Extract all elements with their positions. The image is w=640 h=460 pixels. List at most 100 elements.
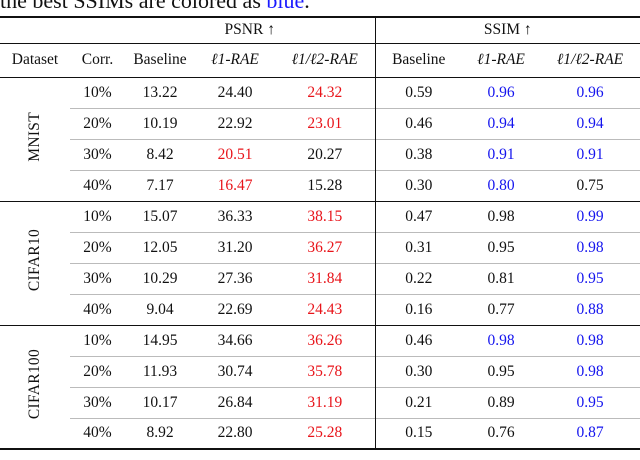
- ssim-l1l2-cell: 0.88: [540, 293, 640, 325]
- psnr-l1l2-cell: 35.78: [275, 355, 375, 387]
- psnr-l1l2-cell: 24.32: [307, 83, 343, 101]
- col-header-psnr-baseline: Baseline: [125, 42, 195, 78]
- psnr-baseline-cell: 15.07: [125, 200, 195, 232]
- col-header-psnr-l1: ℓ1-RAE: [195, 42, 275, 78]
- caption-highlight: blue: [266, 0, 305, 13]
- ssim-baseline-cell: 0.15: [374, 417, 462, 450]
- ssim-l1l2-cell: 0.94: [540, 107, 640, 139]
- corruption-cell: 30%: [70, 386, 125, 418]
- dataset-label: CIFAR100: [26, 349, 43, 420]
- psnr-baseline-cell: 8.42: [125, 138, 195, 170]
- psnr-l1-cell: 31.20: [195, 231, 275, 263]
- ssim-l1-cell: 0.80: [462, 169, 540, 201]
- ssim-l1-cell: 0.81: [462, 262, 540, 294]
- table-row: CIFAR100 10% 14.95 34.66 36.26 0.46 0.98 0.98: [0, 324, 640, 450]
- corruption-cell: 10%: [70, 200, 125, 232]
- ssim-l1-cell: 0.94: [462, 107, 540, 139]
- psnr-l1l2-cell: 25.28: [275, 417, 375, 450]
- dataset-label: MNIST: [26, 111, 43, 162]
- psnr-l1l2-cell: 36.27: [275, 231, 375, 263]
- ssim-l1-cell: 0.95: [462, 355, 540, 387]
- dataset-label: CIFAR10: [26, 229, 43, 292]
- ssim-baseline-cell: 0.30: [374, 355, 462, 387]
- col-header-ssim-l1: ℓ1-RAE: [462, 42, 540, 78]
- psnr-l1-cell: 26.84: [195, 386, 275, 418]
- dataset-cell: MNIST: [0, 77, 70, 201]
- ssim-l1-cell: 0.98: [462, 324, 540, 356]
- ssim-l1l2-cell: 0.96: [576, 83, 604, 101]
- psnr-l1l2-cell: 23.01: [275, 107, 375, 139]
- psnr-baseline-cell: 14.95: [125, 324, 195, 356]
- table-row: 30% 10.29 27.36 31.84 0.22 0.81 0.95: [0, 262, 640, 294]
- table-row: MNIST 10% 13.22 24.40 24.32 0.59 0.96 0.96: [0, 77, 640, 161]
- table-row: CIFAR10 10% 15.07 36.33 38.15 0.47 0.98 0.99: [0, 200, 640, 325]
- psnr-baseline-cell: 7.17: [125, 169, 195, 201]
- ssim-baseline-cell: 0.31: [374, 231, 462, 263]
- ssim-l1l2-cell: 0.98: [540, 355, 640, 387]
- corruption-cell: 40%: [70, 293, 125, 325]
- ssim-l1l2-cell: 0.99: [540, 200, 640, 232]
- dataset-cell: CIFAR100: [0, 324, 70, 450]
- corruption-cell: 40%: [70, 417, 125, 450]
- psnr-l1-cell: 16.47: [195, 169, 275, 201]
- ssim-l1l2-cell: 0.98: [540, 324, 640, 356]
- header-spacer: [0, 16, 125, 43]
- psnr-l1l2-cell: 36.26: [275, 324, 375, 356]
- ssim-l1-cell: 0.95: [462, 231, 540, 263]
- psnr-baseline-cell: 10.19: [125, 107, 195, 139]
- col-header-ssim-l1l2: ℓ1/ℓ2-RAE: [540, 42, 640, 78]
- ssim-baseline-cell: 0.30: [374, 169, 462, 201]
- ssim-l1l2-cell: 0.87: [540, 417, 640, 450]
- corruption-cell: 30%: [70, 138, 125, 170]
- psnr-l1-cell: 24.40: [217, 83, 253, 101]
- col-header-corr: Corr.: [70, 42, 125, 78]
- table-row: 30% 8.42 20.51 20.27 0.38 0.91 0.91: [0, 138, 640, 170]
- col-header-dataset: Dataset: [0, 42, 70, 78]
- table-row: 40% 9.04 22.69 24.43 0.16 0.77 0.88: [0, 293, 640, 325]
- psnr-l1-cell: 22.80: [195, 417, 275, 450]
- ssim-baseline-cell: 0.16: [374, 293, 462, 325]
- ssim-baseline-cell: 0.22: [374, 262, 462, 294]
- corruption-cell: 30%: [70, 262, 125, 294]
- psnr-l1l2-cell: 31.19: [275, 386, 375, 418]
- ssim-baseline-cell: 0.59: [374, 77, 462, 108]
- ssim-baseline-cell: 0.38: [374, 138, 462, 170]
- ssim-baseline-cell: 0.47: [374, 200, 462, 232]
- psnr-l1-cell: 27.36: [195, 262, 275, 294]
- results-table: PSNR ↑ SSIM ↑ Dataset Corr. Baseline ℓ1-…: [0, 16, 640, 450]
- psnr-l1-cell: 36.33: [195, 200, 275, 232]
- ssim-l1-cell: 0.77: [462, 293, 540, 325]
- ssim-baseline-cell: 0.46: [374, 107, 462, 139]
- psnr-baseline-cell: 11.93: [125, 355, 195, 387]
- ssim-group-header: SSIM ↑: [374, 16, 640, 43]
- ssim-l1-cell: 0.98: [462, 200, 540, 232]
- corruption-cell: 20%: [70, 231, 125, 263]
- psnr-l1-cell: 30.74: [195, 355, 275, 387]
- ssim-l1-cell: 0.76: [462, 417, 540, 450]
- psnr-l1l2-cell: 24.43: [275, 293, 375, 325]
- table-row: 40% 8.92 22.80 25.28 0.15 0.76 0.87: [0, 417, 640, 450]
- corruption-cell: 10%: [70, 324, 125, 356]
- table-row: 20% 12.05 31.20 36.27 0.31 0.95 0.98: [0, 231, 640, 263]
- corruption-cell: 10%: [83, 83, 112, 101]
- corruption-cell: 40%: [70, 169, 125, 201]
- ssim-baseline-cell: 0.46: [374, 324, 462, 356]
- dataset-cell: CIFAR10: [0, 200, 70, 325]
- psnr-l1-cell: 34.66: [195, 324, 275, 356]
- ssim-l1-cell: 0.89: [462, 386, 540, 418]
- ssim-l1l2-cell: 0.75: [540, 169, 640, 201]
- ssim-l1l2-cell: 0.98: [540, 231, 640, 263]
- psnr-l1l2-cell: 20.27: [275, 138, 375, 170]
- caption-suffix: .: [304, 0, 310, 13]
- table-row: 30% 10.17 26.84 31.19 0.21 0.89 0.95: [0, 386, 640, 418]
- psnr-l1l2-cell: 31.84: [275, 262, 375, 294]
- psnr-baseline-cell: 9.04: [125, 293, 195, 325]
- table-body: MNIST 10% 13.22 24.40 24.32 0.59 0.96 0.96 20% 10…: [0, 77, 640, 450]
- table-row: 20% 11.93 30.74 35.78 0.30 0.95 0.98: [0, 355, 640, 387]
- col-header-ssim-baseline: Baseline: [374, 42, 462, 78]
- ssim-l1-cell: 0.96: [487, 83, 515, 101]
- psnr-l1l2-cell: 38.15: [275, 200, 375, 232]
- psnr-group-header: PSNR ↑: [125, 16, 375, 43]
- ssim-l1-cell: 0.91: [462, 138, 540, 170]
- psnr-baseline-cell: 12.05: [125, 231, 195, 263]
